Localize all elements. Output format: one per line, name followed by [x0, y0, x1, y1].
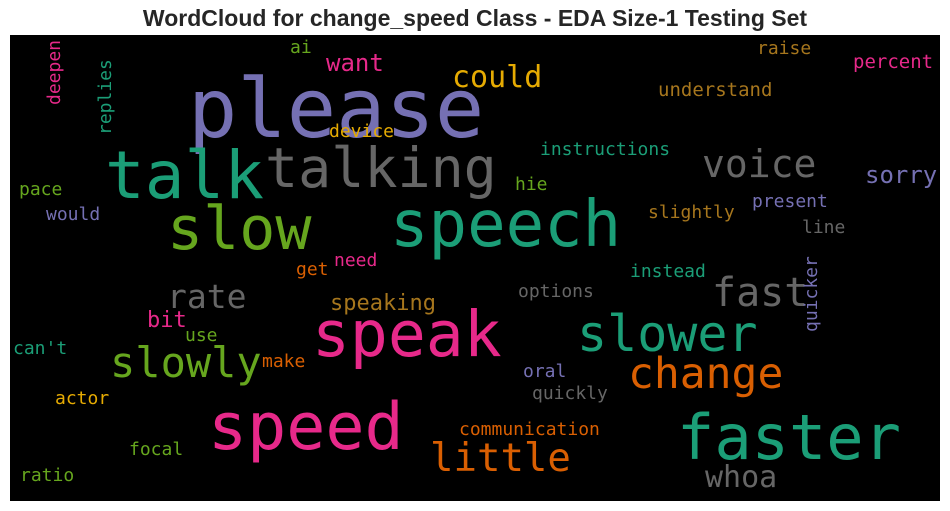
word-percent: percent	[853, 51, 934, 73]
word-bit: bit	[147, 308, 187, 333]
word-device: device	[329, 121, 395, 142]
word-voice: voice	[702, 142, 817, 186]
word-change: change	[628, 349, 784, 399]
word-ratio: ratio	[20, 465, 75, 486]
word-raise: raise	[757, 38, 812, 59]
word-use: use	[185, 325, 218, 346]
word-speak: speak	[312, 298, 502, 371]
chart-title: WordCloud for change_speed Class - EDA S…	[142, 5, 808, 31]
word-instead: instead	[630, 261, 706, 282]
word-communication: communication	[459, 419, 600, 440]
word-pace: pace	[19, 179, 63, 200]
word-need: need	[334, 250, 378, 271]
word-oral: oral	[523, 361, 567, 382]
wordcloud-canvas: please talk talking slow speech voice speak slo…	[10, 35, 940, 501]
word-slow: slow	[167, 194, 312, 264]
word-could: could	[452, 60, 543, 95]
word-deepen: deepen	[44, 39, 65, 105]
word-speaking: speaking	[330, 291, 436, 316]
word-would: would	[46, 204, 101, 225]
word-instructions: instructions	[540, 139, 671, 160]
word-please: please	[188, 62, 485, 157]
word-quicker: quicker	[801, 256, 822, 332]
word-slightly: slightly	[648, 202, 735, 223]
word-talking: talking	[265, 136, 497, 200]
word-replies: replies	[95, 59, 116, 135]
word-fast: fast	[712, 270, 809, 316]
word-talk: talk	[105, 137, 264, 214]
word-get: get	[296, 259, 329, 280]
word-sorry: sorry	[865, 161, 938, 189]
word-hie: hie	[515, 174, 548, 195]
word-quickly: quickly	[532, 383, 608, 404]
word-want: want	[326, 49, 384, 77]
word-rate: rate	[167, 277, 247, 316]
word-ai: ai	[290, 37, 312, 58]
word-make: make	[262, 351, 306, 372]
word-slower: slower	[577, 305, 758, 363]
word-can-t: can't	[13, 338, 68, 359]
word-little: little	[430, 436, 571, 481]
word-slowly: slowly	[110, 338, 262, 387]
word-faster: faster	[677, 401, 901, 474]
word-focal: focal	[129, 439, 184, 460]
word-understand: understand	[658, 79, 773, 101]
word-line: line	[802, 217, 846, 238]
word-speech: speech	[390, 188, 622, 262]
word-actor: actor	[55, 388, 110, 409]
word-present: present	[752, 191, 828, 212]
word-options: options	[518, 281, 594, 302]
word-whoa: whoa	[705, 460, 778, 495]
word-speed: speed	[208, 390, 404, 465]
